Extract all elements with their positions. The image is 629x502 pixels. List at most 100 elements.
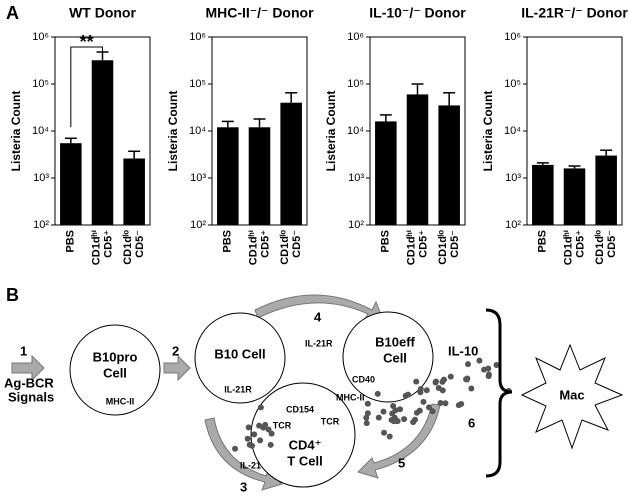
y-tick-label: 10⁵ [504,78,521,90]
step: 5 [398,455,405,470]
cytokine-dots [232,357,512,452]
chart-title: WT Donor [69,5,136,21]
dot [245,424,252,431]
y-axis-label: Listeria Count [481,91,495,172]
bar [375,121,397,225]
dot [440,376,447,383]
y-tick-label: 10⁶ [189,31,206,43]
dot [476,357,483,364]
x-tick-label: PBS [65,230,77,253]
error-bar [411,83,424,95]
y-tick-label: 10⁴ [347,125,364,137]
x-tick-label: CD1dʰⁱ [247,230,259,265]
dot [364,400,371,407]
label: Mac [559,387,584,402]
dot [485,365,492,372]
x-tick-label: CD5⁺ [417,230,429,258]
label: B10eff [375,334,415,349]
dot [420,398,427,405]
bar [406,94,429,226]
dot [260,424,267,431]
dot [392,407,399,414]
y-tick-label: 10⁵ [189,78,206,90]
bar [217,127,239,225]
label: CD4⁺ [289,437,322,452]
bar [595,155,617,225]
dot [363,414,370,421]
dot [464,375,471,382]
dot [437,399,444,406]
dot [458,400,465,407]
dot [405,391,412,398]
dot [413,378,420,385]
y-axis-label: Listeria Count [166,91,180,172]
label: IL-21 [240,460,261,470]
macrophage [520,343,624,450]
x-tick-label: CD5⁺ [102,230,114,258]
y-tick-label: 10⁶ [32,31,49,43]
x-tick-label: CD5⁺ [259,230,271,258]
error-bar [568,165,581,169]
label: IL-21R [224,384,252,394]
y-tick-label: 10² [348,219,364,231]
y-tick-label: 10² [190,219,206,231]
bar [563,168,586,225]
label: TCR [321,416,340,426]
label: MHC-II [336,392,365,402]
y-tick-label: 10³ [348,172,364,184]
label: Signals [8,389,54,404]
dot [401,416,408,423]
cell [194,312,286,404]
dot [447,373,454,380]
bar [532,164,554,225]
dot [485,373,492,380]
dot [426,404,433,411]
step: 1 [20,343,27,358]
error-bar [96,51,109,61]
dot [435,385,442,392]
bar [280,102,302,225]
y-tick-label: 10⁴ [189,125,206,137]
dot [386,433,393,440]
brace [485,308,513,478]
y-tick-label: 10⁶ [504,31,521,43]
label: B10 Cell [214,346,265,361]
label: TCR [273,420,292,430]
dot [397,406,404,413]
dot [246,441,253,448]
bar [248,127,271,225]
panel-label: B [6,285,19,305]
y-tick-label: 10⁴ [32,125,49,137]
dot [251,431,258,438]
dot [257,404,264,411]
x-tick-label: PBS [380,230,392,253]
x-tick-label: CD1dˡᵒ [122,230,134,265]
x-tick-label: CD5⁻ [291,230,303,258]
x-tick-label: CD5⁻ [134,230,146,258]
label: T Cell [287,453,322,468]
dot [433,378,440,385]
bar [438,105,460,225]
step: 4 [314,309,322,324]
dot [381,429,388,436]
x-tick-label: CD5⁺ [574,230,586,258]
y-tick-label: 10⁵ [347,78,364,90]
label: IL-10 [448,343,478,358]
dot [493,361,500,368]
y-tick-label: 10⁵ [32,78,49,90]
cell [342,311,434,403]
error-bar [443,92,456,106]
significance-bracket [70,46,103,128]
y-tick-label: 10³ [190,172,206,184]
cell [250,382,356,488]
step: 3 [240,479,247,494]
x-tick-label: CD1dˡᵒ [279,230,291,265]
cell [69,324,161,416]
label: Cell [103,365,127,380]
dot [465,361,472,368]
y-tick-label: 10³ [33,172,49,184]
y-tick-label: 10² [33,219,49,231]
bar [60,143,82,225]
arrow [11,354,45,382]
